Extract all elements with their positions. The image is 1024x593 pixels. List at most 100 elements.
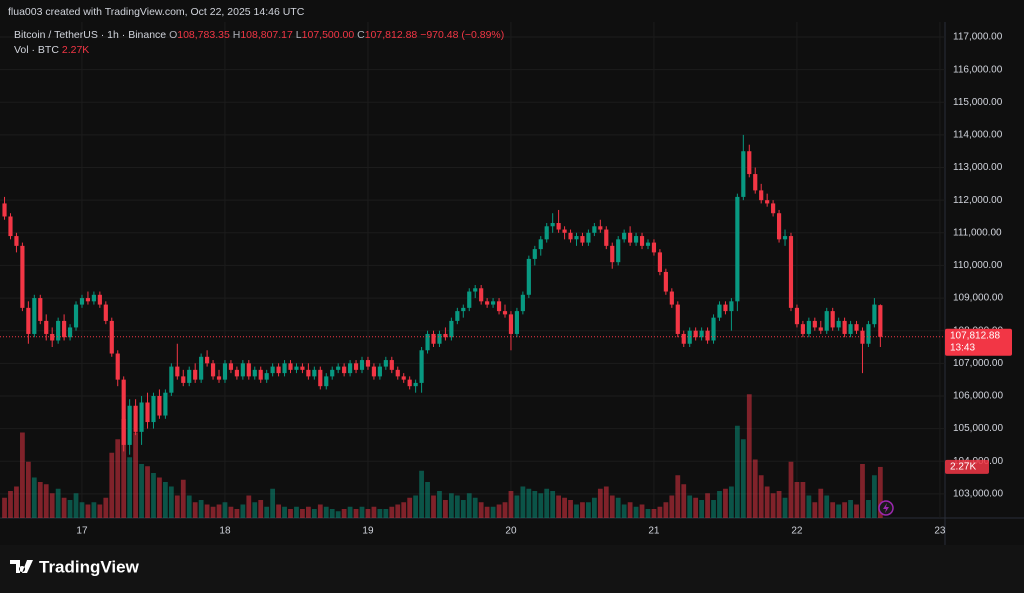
volume-bar [877, 466, 883, 518]
volume-bar [276, 504, 281, 518]
volume-bar [836, 504, 842, 518]
change: −970.48 (−0.89%) [420, 29, 504, 41]
candle-body [127, 405, 132, 445]
candle-body [842, 320, 847, 334]
candle-body [508, 314, 514, 334]
volume-bar [371, 506, 377, 518]
candle-body [348, 363, 353, 374]
volume-bar [282, 506, 287, 518]
candle-body [669, 291, 674, 305]
volume-bar [288, 509, 293, 518]
volume-bar [252, 502, 258, 518]
volume-bar [705, 493, 710, 518]
volume-bar [67, 500, 73, 518]
attribution: flua003 created with TradingView.com, Oc… [8, 6, 305, 18]
x-tick-label: 21 [648, 526, 660, 537]
candle-body [490, 301, 496, 305]
candle-body [336, 366, 341, 370]
candle-body [699, 330, 704, 338]
candle-body [270, 366, 275, 374]
candle-body [288, 363, 293, 370]
candle-body [306, 369, 311, 377]
volume-bar [186, 495, 192, 518]
volume-bar [258, 500, 264, 518]
volume-bar [657, 506, 663, 518]
candle-body [782, 236, 788, 240]
candle-body [240, 363, 245, 377]
candle-body [91, 294, 96, 302]
candle-body [437, 333, 442, 344]
volume-bar [79, 502, 85, 518]
volume-bar [752, 459, 758, 518]
volume-bar [55, 488, 61, 518]
volume-bar [8, 491, 13, 518]
candle-body [854, 324, 859, 331]
volume-bar [85, 504, 91, 518]
candle-body [413, 382, 418, 387]
volume-bar [603, 486, 609, 518]
volume-bar [621, 504, 627, 518]
candle-body [550, 223, 555, 227]
candle-body [598, 226, 603, 230]
volume-bar [329, 509, 335, 518]
candle-body [765, 200, 770, 204]
candle-body [580, 236, 585, 243]
volume-bar [776, 491, 782, 518]
candle-body [32, 298, 37, 334]
candle-body [574, 236, 579, 240]
volume-bar [639, 504, 645, 518]
candle-body [20, 245, 25, 308]
candle-body [479, 288, 484, 302]
candle-body [687, 330, 692, 344]
y-tick-label: 117,000.00 [953, 32, 1003, 43]
volume-bar [532, 491, 538, 518]
candle-body [300, 366, 305, 370]
candle-body [741, 151, 746, 197]
volume-bar [866, 500, 871, 518]
candle-body [848, 324, 853, 334]
candle-body [252, 369, 257, 377]
price-tag-value: 107,812.88 [950, 330, 1000, 341]
x-tick-label: 18 [219, 526, 231, 537]
candle-body [38, 298, 43, 321]
legend-value: 108,783.35 [177, 29, 230, 41]
volume-bar [729, 486, 734, 518]
y-tick-label: 106,000.00 [953, 391, 1003, 402]
candle-body [187, 369, 192, 383]
volume-bar [270, 488, 276, 518]
candle-body [467, 291, 472, 308]
candle-body [234, 369, 239, 377]
volume-bar [133, 432, 138, 518]
volume-bar [234, 509, 240, 518]
candle-body [175, 366, 180, 377]
candle-body [157, 395, 162, 416]
candle-body [639, 236, 645, 246]
volume-bar [734, 425, 740, 518]
volume-bar [538, 493, 544, 518]
candle-body [228, 363, 234, 370]
candle-body [169, 366, 174, 393]
y-tick-label: 113,000.00 [953, 162, 1003, 173]
candle-body [73, 304, 79, 328]
candle-body [97, 294, 102, 305]
volume-bar [770, 493, 776, 518]
volume-bar [347, 506, 353, 518]
volume-bar [43, 484, 49, 518]
candle-body [747, 151, 752, 175]
candle-body [824, 311, 829, 331]
volume-bar [723, 488, 728, 518]
candle-body [324, 376, 329, 387]
candle-body [407, 379, 412, 387]
volume-bar [61, 497, 67, 518]
volume-bar [49, 493, 55, 518]
candle-body [199, 356, 204, 380]
alert-icon [878, 500, 894, 516]
volume-bar [651, 509, 657, 518]
volume-bar [383, 509, 389, 518]
volume-bar [562, 497, 567, 518]
candle-body [395, 369, 400, 377]
volume-bar [830, 502, 836, 518]
volume-bar [669, 495, 675, 518]
candle-body [389, 360, 394, 370]
volume-bar [431, 495, 436, 518]
